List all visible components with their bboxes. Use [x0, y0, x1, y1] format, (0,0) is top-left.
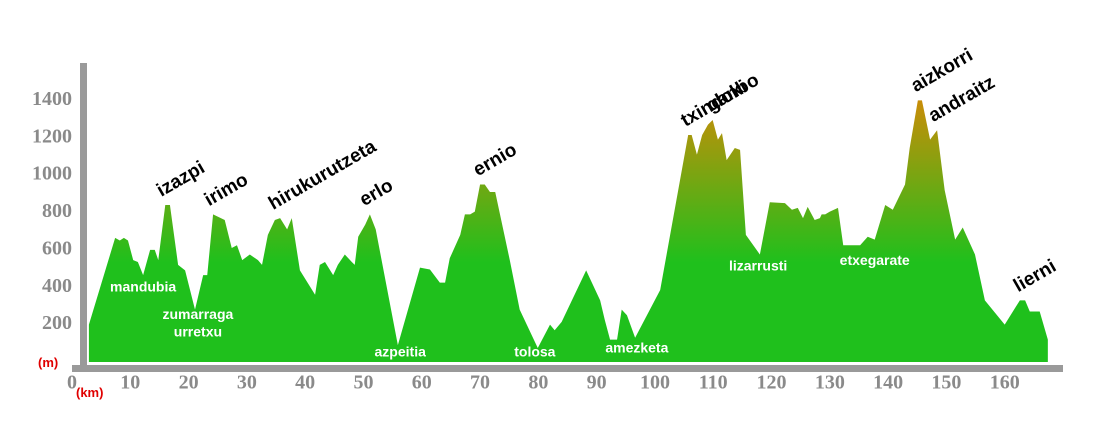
- x-axis: [72, 365, 1063, 372]
- x-tick-label: 110: [699, 372, 728, 394]
- x-tick-label: 60: [412, 372, 432, 394]
- place-label: urretxu: [174, 324, 222, 340]
- x-tick-label: 90: [587, 372, 607, 394]
- place-label: mandubia: [110, 279, 176, 295]
- place-label: lizarrusti: [729, 257, 787, 273]
- y-tick-label: 1000: [32, 163, 72, 185]
- x-tick-label: 120: [757, 372, 787, 394]
- x-tick-label: 20: [179, 372, 199, 394]
- place-label: zumarraga: [163, 306, 234, 322]
- x-tick-label: 10: [120, 372, 140, 394]
- peak-label: lierni: [1010, 256, 1060, 297]
- peak-label: erlo: [356, 175, 397, 211]
- x-tick-label: 160: [990, 372, 1020, 394]
- y-tick-label: 1200: [32, 125, 72, 147]
- x-tick-label: 150: [931, 372, 961, 394]
- y-axis: [80, 63, 87, 372]
- x-tick-label: 140: [873, 372, 903, 394]
- peak-label: irimo: [201, 169, 252, 210]
- x-tick-label: 70: [470, 372, 490, 394]
- y-tick-label: 200: [42, 312, 72, 334]
- x-tick-label: 40: [295, 372, 315, 394]
- elevation-area: [88, 100, 1048, 362]
- x-tick-label: 100: [640, 372, 670, 394]
- peak-label: ernio: [470, 139, 521, 180]
- peak-label: ganbo: [703, 70, 763, 117]
- place-label: azpeitia: [375, 344, 427, 360]
- x-tick-label: 50: [353, 372, 373, 394]
- place-label: amezketa: [605, 340, 668, 356]
- place-label: etxegarate: [840, 252, 910, 268]
- x-tick-label: 0: [67, 372, 77, 394]
- y-unit: (m): [38, 355, 58, 370]
- peak-label: izazpi: [153, 157, 208, 201]
- place-label: tolosa: [514, 344, 555, 360]
- y-tick-label: 600: [42, 237, 72, 259]
- x-unit: (km): [76, 385, 103, 400]
- y-tick-label: 800: [42, 200, 72, 222]
- x-tick-label: 130: [815, 372, 845, 394]
- y-tick-label: 1400: [32, 88, 72, 110]
- x-tick-label: 80: [528, 372, 548, 394]
- x-tick-label: 30: [237, 372, 257, 394]
- y-tick-label: 400: [42, 275, 72, 297]
